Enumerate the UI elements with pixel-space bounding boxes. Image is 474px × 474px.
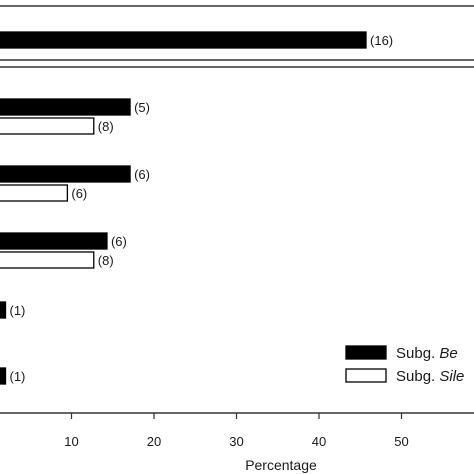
bar-value-label: (6) bbox=[71, 186, 87, 201]
bar-value-label: (16) bbox=[370, 33, 393, 48]
bars-layer: (16) (5) (8) (6) (6) (6) (8) (1) (1) bbox=[0, 31, 393, 385]
bar-subg-be bbox=[0, 301, 7, 319]
bar-subg-be bbox=[0, 232, 108, 250]
bar-value-label: (1) bbox=[10, 303, 26, 318]
bar-value-label: (8) bbox=[98, 119, 114, 134]
x-tick-label: 50 bbox=[394, 434, 408, 449]
x-axis-ticks: 10 20 30 40 50 bbox=[64, 413, 409, 449]
legend-label-italic: Sile bbox=[439, 368, 464, 385]
bar-value-label: (1) bbox=[10, 369, 26, 384]
x-tick-label: 20 bbox=[147, 434, 161, 449]
bar-subg-sile bbox=[0, 184, 69, 202]
bar-subg-be bbox=[0, 31, 367, 49]
x-axis-title: Percentage bbox=[245, 457, 317, 473]
x-tick-label: 40 bbox=[312, 434, 326, 449]
bar-value-label: (6) bbox=[111, 234, 127, 249]
legend-swatch-subg-be bbox=[345, 345, 387, 360]
legend-label-prefix: Subg. bbox=[396, 368, 439, 385]
bar-subg-sile bbox=[0, 117, 95, 135]
legend-label-prefix: Subg. bbox=[396, 345, 439, 362]
bar-subg-be bbox=[0, 367, 7, 385]
legend-swatch-subg-sile bbox=[345, 368, 387, 383]
bar-value-label: (5) bbox=[134, 100, 150, 115]
legend-label-italic: Be bbox=[439, 345, 457, 362]
x-tick-label: 30 bbox=[229, 434, 243, 449]
bar-value-label: (6) bbox=[134, 167, 150, 182]
bar-subg-sile bbox=[0, 251, 95, 269]
x-tick-label: 10 bbox=[64, 434, 78, 449]
bar-subg-be bbox=[0, 98, 131, 116]
bar-subg-be bbox=[0, 165, 131, 183]
bar-value-label: (8) bbox=[98, 253, 114, 268]
legend-label: Subg. Sile bbox=[396, 368, 464, 385]
legend-label: Subg. Be bbox=[396, 345, 458, 362]
